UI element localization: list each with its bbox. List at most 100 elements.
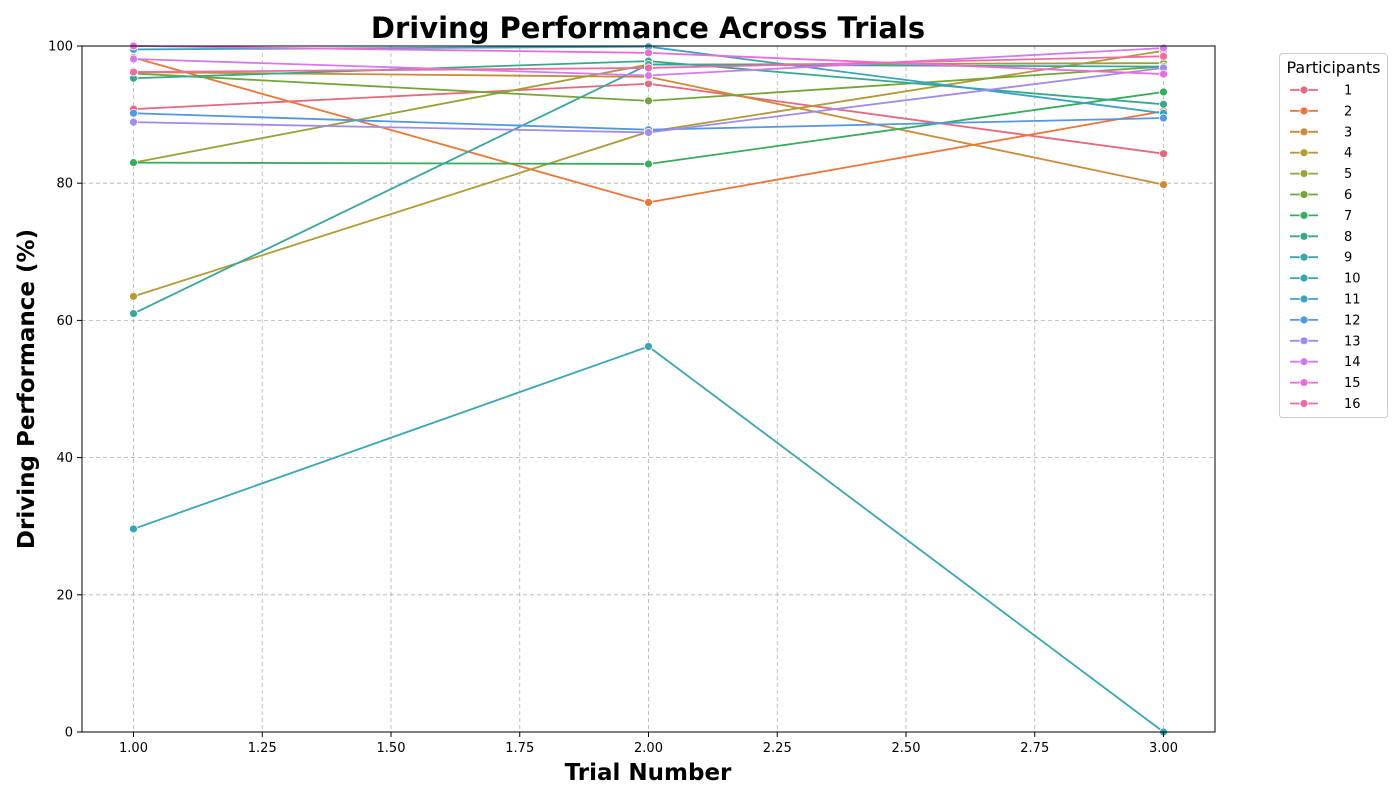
legend-marker bbox=[1299, 127, 1309, 137]
data-point bbox=[644, 198, 653, 207]
legend-label: 8 bbox=[1344, 230, 1352, 245]
legend-marker bbox=[1299, 378, 1309, 388]
legend-marker bbox=[1299, 190, 1309, 199]
data-point bbox=[129, 158, 138, 168]
legend-label: 7 bbox=[1344, 209, 1352, 224]
data-point bbox=[1159, 51, 1168, 61]
legend-item: 5 bbox=[1290, 167, 1352, 182]
data-point bbox=[129, 54, 138, 64]
data-point bbox=[644, 48, 653, 58]
legend-label: 3 bbox=[1344, 125, 1352, 140]
legend-label: 14 bbox=[1344, 355, 1361, 370]
data-point bbox=[1159, 69, 1168, 79]
legend-marker bbox=[1299, 399, 1309, 408]
legend-marker bbox=[1299, 273, 1309, 283]
data-point bbox=[129, 108, 138, 118]
x-axis-label: Trial Number bbox=[565, 760, 732, 786]
legend-item: 14 bbox=[1290, 355, 1361, 370]
legend-item: 16 bbox=[1290, 397, 1361, 412]
legend-label: 4 bbox=[1344, 146, 1352, 161]
legend-item: 10 bbox=[1290, 272, 1361, 287]
data-point bbox=[129, 117, 138, 127]
x-tick-label: 3.00 bbox=[1149, 741, 1178, 756]
legend-box bbox=[1279, 53, 1388, 418]
legend-item: 1 bbox=[1290, 84, 1352, 99]
legend-item: 6 bbox=[1290, 188, 1352, 203]
legend-marker bbox=[1299, 231, 1309, 241]
x-tick-label: 1.75 bbox=[505, 741, 534, 756]
legend-label: 10 bbox=[1344, 272, 1361, 287]
data-point bbox=[644, 342, 653, 351]
legend-item: 13 bbox=[1290, 334, 1361, 349]
legend-item: 8 bbox=[1290, 230, 1352, 245]
series-13 bbox=[129, 63, 1168, 137]
y-tick-label: 60 bbox=[56, 314, 73, 329]
x-tick-label: 2.00 bbox=[634, 741, 663, 756]
legend-item: 3 bbox=[1290, 125, 1352, 140]
y-tick-label: 20 bbox=[56, 588, 73, 603]
y-axis-ticks: 0 20 40 60 80 100 bbox=[48, 40, 82, 741]
x-axis-ticks: 1.00 1.25 1.50 1.75 2.00 2.25 2.50 2.75 3.00 bbox=[119, 732, 1178, 756]
legend-label: 9 bbox=[1344, 251, 1352, 266]
legend-marker bbox=[1299, 357, 1309, 367]
legend-marker bbox=[1299, 252, 1309, 262]
data-point bbox=[1159, 180, 1168, 189]
x-tick-label: 1.25 bbox=[248, 741, 277, 756]
data-point bbox=[644, 71, 653, 80]
legend-label: 1 bbox=[1344, 84, 1352, 99]
legend-label: 15 bbox=[1344, 376, 1361, 391]
y-tick-label: 80 bbox=[56, 177, 73, 192]
x-tick-label: 2.50 bbox=[892, 741, 921, 756]
legend-label: 5 bbox=[1344, 167, 1352, 182]
legend-marker bbox=[1299, 315, 1309, 325]
series-lines bbox=[129, 41, 1168, 737]
legend-marker bbox=[1299, 85, 1309, 95]
legend-label: 16 bbox=[1344, 397, 1361, 412]
x-tick-label: 1.00 bbox=[119, 741, 148, 756]
legend-marker bbox=[1299, 210, 1309, 220]
legend-marker bbox=[1299, 106, 1309, 116]
legend-item: 2 bbox=[1290, 104, 1352, 119]
data-point bbox=[644, 128, 653, 137]
data-point bbox=[644, 63, 653, 73]
data-point bbox=[1159, 43, 1168, 53]
legend-item: 7 bbox=[1290, 209, 1352, 224]
data-point bbox=[129, 291, 138, 301]
data-point bbox=[644, 96, 653, 106]
legend-item: 4 bbox=[1290, 146, 1352, 161]
legend-item: 11 bbox=[1290, 293, 1361, 308]
data-point bbox=[1159, 87, 1168, 97]
legend-label: 12 bbox=[1344, 313, 1361, 328]
data-point bbox=[129, 309, 138, 318]
legend-marker bbox=[1299, 169, 1309, 179]
legend-title: Participants bbox=[1287, 58, 1381, 77]
y-tick-label: 0 bbox=[65, 726, 73, 741]
legend-label: 6 bbox=[1344, 188, 1352, 203]
x-tick-label: 2.25 bbox=[763, 741, 792, 756]
data-point bbox=[129, 67, 138, 77]
legend-marker bbox=[1299, 336, 1309, 346]
legend-item: 15 bbox=[1290, 376, 1361, 391]
series-7 bbox=[129, 87, 1168, 169]
chart-title: Driving Performance Across Trials bbox=[371, 11, 925, 45]
legend-label: 13 bbox=[1344, 334, 1361, 349]
y-tick-label: 40 bbox=[56, 451, 73, 466]
y-axis-label: Driving Performance (%) bbox=[14, 229, 40, 549]
data-point bbox=[129, 524, 138, 534]
x-tick-label: 2.75 bbox=[1020, 741, 1049, 756]
data-point bbox=[644, 159, 653, 169]
legend-label: 11 bbox=[1344, 293, 1361, 308]
legend-label: 2 bbox=[1344, 104, 1352, 119]
data-point bbox=[1159, 113, 1168, 123]
data-point bbox=[1159, 99, 1168, 109]
grid bbox=[82, 46, 1215, 732]
x-tick-label: 1.50 bbox=[377, 741, 406, 756]
series-16 bbox=[129, 51, 1168, 77]
legend-item: 9 bbox=[1290, 251, 1352, 266]
legend-marker bbox=[1299, 294, 1309, 304]
legend-marker bbox=[1299, 148, 1309, 158]
